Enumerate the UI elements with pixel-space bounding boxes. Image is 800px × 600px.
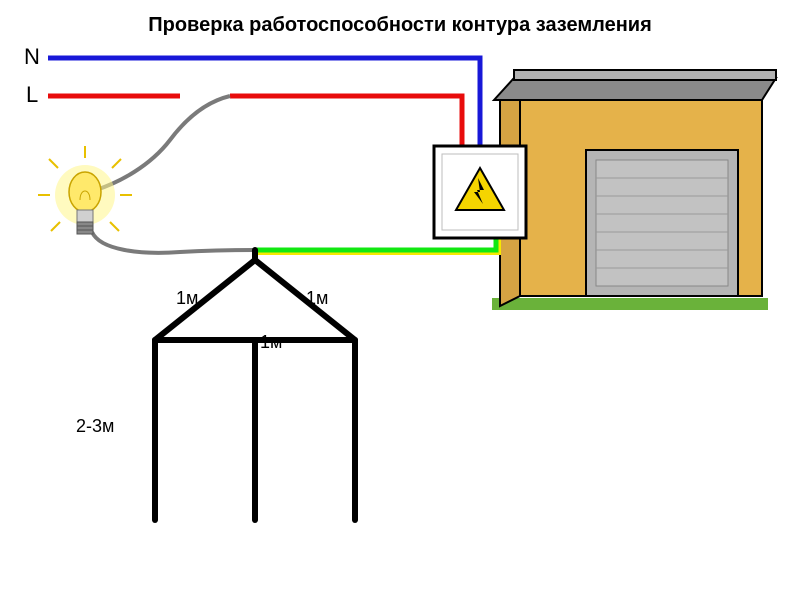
building [492,70,776,310]
lightbulb-icon [38,146,132,234]
wire-live [48,96,462,164]
ground-electrodes [155,250,355,520]
wire-neutral [48,58,480,148]
diagram-svg [0,0,800,600]
electrical-panel [434,146,526,238]
wire-test-lead [96,96,230,190]
wire-bulb-to-ground [92,232,255,253]
